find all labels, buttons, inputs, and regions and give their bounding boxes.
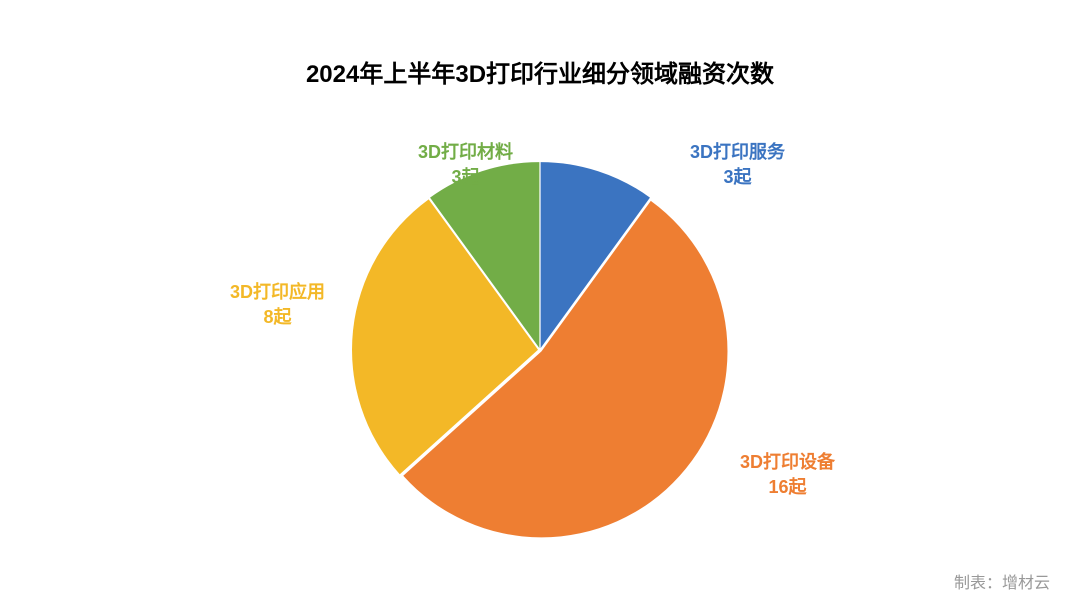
label-equipment-count: 16起 [740,475,835,500]
label-application-count: 8起 [230,305,325,330]
label-application: 3D打印应用 8起 [230,280,325,330]
chart-credit: 制表：增材云 [954,569,1050,593]
label-equipment-name: 3D打印设备 [740,450,835,475]
label-material: 3D打印材料 3起 [418,140,513,190]
label-material-count: 3起 [418,165,513,190]
pie-chart [0,0,1080,611]
label-service-count: 3起 [690,165,785,190]
label-material-name: 3D打印材料 [418,140,513,165]
label-equipment: 3D打印设备 16起 [740,450,835,500]
label-service: 3D打印服务 3起 [690,140,785,190]
label-application-name: 3D打印应用 [230,280,325,305]
chart-container: 2024年上半年3D打印行业细分领域融资次数 3D打印服务 3起 3D打印设备 … [0,0,1080,611]
label-service-name: 3D打印服务 [690,140,785,165]
